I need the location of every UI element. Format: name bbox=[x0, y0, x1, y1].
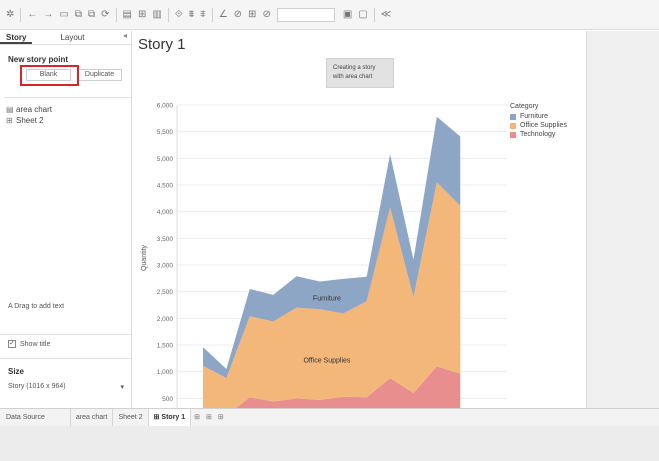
story-sidebar: Story Layout ◂ New story point Blank Dup… bbox=[0, 31, 132, 408]
toolbar: ✲ ← → ▭ ⧉ ⧉ ⟳ ▤ ⊞ ▥ ⟐ ⩩ ⩨ ∠ ⊘ ⊞ ⊘ ▣ ▢ ≪ bbox=[0, 0, 659, 30]
y-tick-label: 6,000 bbox=[157, 103, 174, 110]
show-title-label: Show title bbox=[20, 340, 51, 348]
fix-axes-icon[interactable]: ⊘ bbox=[262, 8, 271, 20]
story-tab-label: Story 1 bbox=[161, 413, 186, 421]
y-tick-label: 2,500 bbox=[157, 289, 174, 296]
legend-label: Furniture bbox=[520, 113, 549, 120]
toolbar-separator bbox=[211, 7, 213, 22]
drag-to-add-text[interactable]: A Drag to add text bbox=[8, 303, 65, 310]
divider bbox=[0, 358, 132, 359]
story-title[interactable]: Story 1 bbox=[138, 36, 186, 53]
duplicate-sheet-icon[interactable]: ⊞ bbox=[137, 8, 147, 20]
blank-button[interactable]: Blank bbox=[26, 69, 71, 81]
size-title: Size bbox=[8, 367, 25, 376]
tab-layout[interactable]: Layout bbox=[60, 33, 85, 42]
sort-descending-icon[interactable]: ⩨ bbox=[200, 8, 206, 20]
share-icon[interactable]: ≪ bbox=[380, 8, 392, 20]
show-title-checkbox[interactable]: ✓ bbox=[8, 340, 16, 348]
y-tick-label: 4,000 bbox=[157, 209, 174, 216]
worksheet-icon: ▤ bbox=[6, 105, 14, 114]
sheet-label: Sheet 2 bbox=[16, 116, 44, 125]
sort-ascending-icon[interactable]: ⩩ bbox=[188, 8, 195, 20]
legend-swatch bbox=[510, 131, 516, 138]
series-area-office-supplies bbox=[203, 182, 461, 408]
legend-swatch bbox=[510, 113, 516, 120]
legend-title: Category bbox=[510, 103, 539, 110]
y-tick-label: 1,000 bbox=[157, 369, 174, 376]
size-dropdown[interactable]: Story (1016 x 964) ▾ bbox=[8, 383, 124, 391]
legend-label: Technology bbox=[520, 131, 556, 138]
legend-label: Office Supplies bbox=[520, 122, 567, 129]
series-area-furniture bbox=[203, 116, 461, 379]
legend-item[interactable]: Office Supplies bbox=[510, 121, 567, 130]
legend-item[interactable]: Furniture bbox=[510, 112, 567, 121]
size-value: Story (1016 x 964) bbox=[8, 383, 66, 390]
new-story-icon[interactable]: ⊞ bbox=[217, 413, 224, 421]
tab-area-chart[interactable]: area chart bbox=[71, 408, 114, 427]
collapse-sidebar-icon[interactable]: ◂ bbox=[122, 31, 127, 40]
series-area-technology bbox=[235, 366, 461, 408]
legend: Category Furniture Office Supplies Techn… bbox=[510, 103, 567, 139]
list-item[interactable]: ▤ area chart bbox=[4, 104, 131, 115]
highlight-icon[interactable]: ∠ bbox=[218, 8, 228, 20]
sidebar-tabs: Story Layout ◂ bbox=[0, 31, 131, 45]
back-icon[interactable]: ← bbox=[27, 8, 38, 20]
new-worksheet-icon[interactable]: ▤ bbox=[122, 8, 132, 20]
toolbar-separator bbox=[115, 7, 117, 22]
refresh-icon[interactable]: ⟳ bbox=[101, 8, 110, 20]
series-annotation: Office Supplies bbox=[303, 358, 350, 365]
list-item[interactable]: ⊞ Sheet 2 bbox=[4, 115, 131, 126]
tab-story-1[interactable]: ⊞ Story 1 bbox=[148, 408, 192, 427]
group-icon[interactable]: ⊘ bbox=[233, 8, 243, 20]
clear-sheet-icon[interactable]: ▥ bbox=[152, 8, 162, 20]
show-title-option[interactable]: ✓ Show title bbox=[8, 340, 50, 348]
duplicate-button[interactable]: Duplicate bbox=[77, 69, 122, 81]
divider bbox=[0, 334, 132, 335]
swap-axes-icon[interactable]: ⟐ bbox=[174, 8, 183, 20]
area-chart: 500 1,000 1,500 2,000 2,500 3,000 3,500 4,000 4,… bbox=[134, 98, 586, 408]
new-worksheet-icon[interactable]: ⊞ bbox=[194, 413, 201, 421]
sheet-list: ▤ area chart ⊞ Sheet 2 bbox=[4, 97, 131, 126]
new-data-source-icon[interactable]: ⧉ bbox=[74, 8, 82, 20]
y-tick-label: 1,500 bbox=[157, 343, 174, 350]
story-tab-icon: ⊞ bbox=[153, 413, 160, 421]
status-bar bbox=[0, 426, 659, 461]
y-axis-label: Quantity bbox=[141, 244, 148, 271]
chart-svg: 500 1,000 1,500 2,000 2,500 3,000 3,500 4,000 4,… bbox=[141, 103, 507, 408]
legend-swatch bbox=[510, 122, 516, 129]
toolbar-separator bbox=[167, 7, 169, 22]
new-dashboard-icon[interactable]: ⊞ bbox=[206, 413, 212, 421]
tableau-logo-icon[interactable]: ✲ bbox=[6, 8, 15, 20]
story-point-buttons: Blank Duplicate bbox=[26, 69, 131, 81]
show-cards-icon[interactable]: ▣ bbox=[342, 8, 353, 20]
y-tick-label: 3,000 bbox=[157, 263, 174, 270]
forward-icon[interactable]: → bbox=[43, 8, 54, 20]
sheet-label: area chart bbox=[16, 105, 53, 114]
tab-data-source[interactable]: Data Source bbox=[0, 408, 71, 427]
tab-sheet-2[interactable]: Sheet 2 bbox=[113, 408, 149, 427]
labels-icon[interactable]: ⊞ bbox=[248, 8, 257, 20]
tab-story[interactable]: Story bbox=[0, 31, 33, 44]
y-tick-label: 2,000 bbox=[157, 316, 174, 323]
legend-item[interactable]: Technology bbox=[510, 130, 567, 139]
story-point-caption[interactable]: Creating a story with area chart bbox=[326, 58, 394, 88]
save-icon[interactable]: ▭ bbox=[59, 8, 69, 20]
fit-dropdown[interactable] bbox=[276, 7, 335, 22]
new-story-point-title: New story point bbox=[8, 55, 69, 64]
toolbar-separator bbox=[20, 7, 22, 22]
canvas-margin bbox=[586, 31, 659, 408]
chevron-down-icon: ▾ bbox=[120, 384, 124, 391]
worksheet-icon: ⊞ bbox=[6, 116, 13, 125]
y-tick-label: 500 bbox=[162, 396, 173, 403]
y-tick-label: 4,500 bbox=[157, 183, 174, 190]
series-annotation: Furniture bbox=[313, 295, 341, 302]
y-tick-label: 5,500 bbox=[157, 129, 174, 136]
sheet-tab-bar: Data Source area chart Sheet 2 ⊞ Story 1… bbox=[0, 408, 659, 427]
presentation-mode-icon[interactable]: ▢ bbox=[358, 8, 368, 20]
toolbar-separator bbox=[373, 7, 375, 22]
y-tick-label: 5,000 bbox=[157, 156, 174, 163]
pause-updates-icon[interactable]: ⧉ bbox=[87, 8, 96, 20]
blank-button-highlight bbox=[20, 65, 79, 86]
y-tick-label: 3,500 bbox=[157, 236, 174, 243]
